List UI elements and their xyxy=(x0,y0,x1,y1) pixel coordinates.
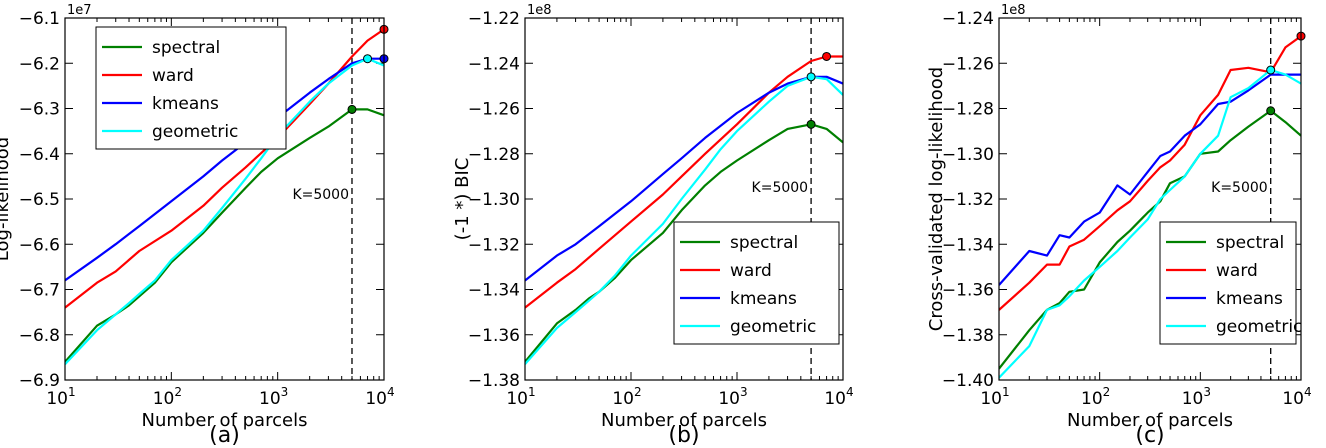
y-tick-label: −1.30 xyxy=(468,190,520,210)
y-tick-label: −1.24 xyxy=(468,54,520,74)
x-tick-label: 104 xyxy=(824,385,853,409)
legend-label-spectral: spectral xyxy=(152,38,220,58)
offset-label: 1e8 xyxy=(1001,3,1026,18)
offset-label: 1e7 xyxy=(67,3,92,18)
series-marker-geometric xyxy=(806,72,816,82)
legend-label-geometric: geometric xyxy=(152,122,238,142)
series-line-kmeans xyxy=(65,57,384,282)
y-tick-label: −1.38 xyxy=(942,326,994,346)
x-tick-label: 104 xyxy=(365,385,394,409)
legend-label-spectral: spectral xyxy=(1216,233,1284,253)
series-line-ward xyxy=(525,55,843,309)
panel-caption: (b) xyxy=(668,423,699,448)
legend: spectral ward kmeans geometric xyxy=(1159,221,1302,345)
y-tick-label: −1.32 xyxy=(942,190,994,210)
series-line-spectral xyxy=(525,123,843,363)
x-tick-label: 101 xyxy=(980,385,1009,409)
y-axis-label: Cross-validated log-likelihood xyxy=(926,67,947,331)
legend: spectral ward kmeans geometric xyxy=(95,26,287,150)
series-marker-geometric xyxy=(363,54,373,64)
legend-label-ward: ward xyxy=(152,66,194,86)
y-tick-label: −6.2 xyxy=(19,54,60,74)
series-line-ward xyxy=(65,28,384,309)
series-group xyxy=(999,35,1301,379)
legend-label-kmeans: kmeans xyxy=(730,289,797,309)
y-tick-label: −6.9 xyxy=(19,371,60,391)
legend-label-geometric: geometric xyxy=(1216,317,1302,337)
y-tick-label: −1.24 xyxy=(942,9,994,29)
y-tick-label: −6.1 xyxy=(19,9,60,29)
x-axis-label: Number of parcels xyxy=(601,410,767,431)
y-tick-label: −1.38 xyxy=(468,371,520,391)
legend-label-geometric: geometric xyxy=(730,317,816,337)
series-line-geometric xyxy=(525,75,843,365)
y-tick-label: −1.28 xyxy=(468,145,520,165)
x-axis-label: Number of parcels xyxy=(1067,410,1233,431)
y-tick-label: −6.6 xyxy=(19,235,60,255)
y-tick-label: −1.22 xyxy=(468,9,520,29)
series-line-spectral xyxy=(999,109,1301,370)
y-tick-label: −1.34 xyxy=(468,281,520,301)
axes-frame xyxy=(998,17,1302,381)
series-marker-geometric xyxy=(1266,65,1276,75)
y-tick-label: −1.26 xyxy=(468,100,520,120)
series-line-ward xyxy=(999,35,1301,311)
x-tick-label: 102 xyxy=(612,385,641,409)
panel-caption: (a) xyxy=(209,423,240,448)
series-line-spectral xyxy=(65,108,384,363)
series-line-geometric xyxy=(999,68,1301,379)
y-axis-label: Log-likelihood xyxy=(0,137,13,261)
y-tick-label: −6.3 xyxy=(19,100,60,120)
x-tick-label: 103 xyxy=(718,385,747,409)
x-tick-label: 102 xyxy=(153,385,182,409)
y-tick-label: −1.26 xyxy=(942,54,994,74)
y-tick-label: −1.34 xyxy=(942,235,994,255)
x-tick-label: 104 xyxy=(1282,385,1311,409)
chart-panel-a: 101 102 103 104 −6.9 −6.8 −6.7 −6.6 −6.5 −6.4 −6.3… xyxy=(0,3,395,448)
x-tick-label: 103 xyxy=(259,385,288,409)
series-line-kmeans xyxy=(999,73,1301,286)
y-tick-label: −6.5 xyxy=(19,190,60,210)
y-tick-label: −1.36 xyxy=(468,326,520,346)
x-tick-label: 103 xyxy=(1182,385,1211,409)
x-tick-label: 101 xyxy=(506,385,535,409)
chart-panel-c: 101 102 103 104 −1.40 −1.38 −1.36 −1.34 −1.32 −1.… xyxy=(926,3,1312,448)
y-tick-label: −1.36 xyxy=(942,281,994,301)
panel-caption: (c) xyxy=(1135,423,1164,448)
series-marker-spectral xyxy=(347,104,357,114)
x-axis-label: Number of parcels xyxy=(142,410,308,431)
y-tick-label: −6.4 xyxy=(19,145,60,165)
offset-label: 1e8 xyxy=(527,3,552,18)
series-marker-spectral xyxy=(806,119,816,129)
vline-label: K=5000 xyxy=(292,187,349,203)
x-tick-label: 102 xyxy=(1081,385,1110,409)
chart-panel-b: 101 102 103 104 −1.38 −1.36 −1.34 −1.32 −1.30 −1.… xyxy=(452,3,854,448)
vline-label: K=5000 xyxy=(1211,180,1268,196)
legend-label-kmeans: kmeans xyxy=(152,94,219,114)
axes-frame xyxy=(524,17,844,381)
y-tick-label: −6.7 xyxy=(19,281,60,301)
series-group xyxy=(65,28,384,365)
legend-label-ward: ward xyxy=(730,261,772,281)
y-tick-label: −6.8 xyxy=(19,326,60,346)
legend-label-ward: ward xyxy=(1216,261,1258,281)
y-tick-label: −1.28 xyxy=(942,100,994,120)
legend-label-spectral: spectral xyxy=(730,233,798,253)
series-line-geometric xyxy=(65,57,384,365)
axes-frame xyxy=(64,17,385,381)
x-tick-label: 101 xyxy=(46,385,75,409)
vline-label: K=5000 xyxy=(752,180,809,196)
legend-label-kmeans: kmeans xyxy=(1216,289,1283,309)
y-axis-label: (-1 *) BIC xyxy=(452,158,473,241)
y-tick-label: −1.40 xyxy=(942,371,994,391)
y-tick-label: −1.30 xyxy=(942,145,994,165)
y-tick-label: −1.32 xyxy=(468,235,520,255)
series-marker-spectral xyxy=(1266,106,1276,116)
legend: spectral ward kmeans geometric xyxy=(673,221,840,345)
series-marker-ward xyxy=(822,51,832,61)
